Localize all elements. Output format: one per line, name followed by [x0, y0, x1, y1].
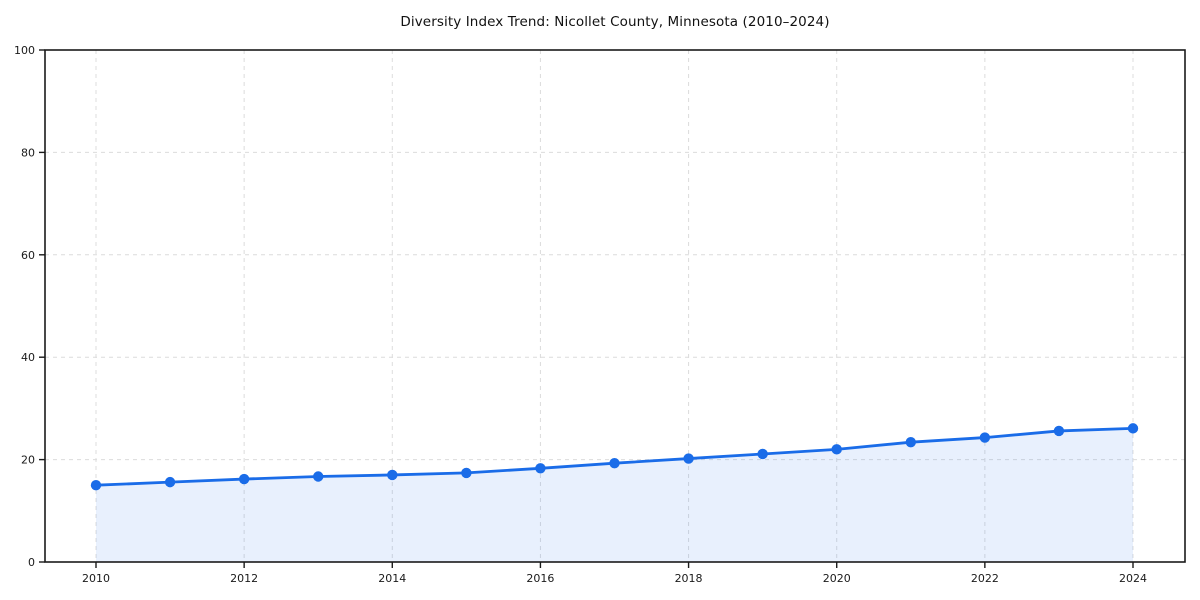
x-tick-label: 2014 — [378, 572, 406, 585]
data-point-marker — [757, 448, 768, 460]
data-point-marker — [164, 476, 176, 488]
data-point-marker — [461, 467, 472, 479]
y-tick-label: 60 — [21, 249, 35, 262]
plot-frame — [44, 49, 1186, 563]
x-tick-label: 2022 — [971, 572, 999, 585]
y-tick-label: 20 — [21, 454, 35, 467]
y-tick-label: 100 — [14, 44, 35, 57]
data-point-marker — [238, 473, 250, 485]
y-tick-label: 0 — [28, 556, 35, 569]
data-point-marker — [831, 444, 842, 455]
area-fill — [96, 428, 1133, 562]
data-point-marker — [535, 463, 546, 474]
x-tick-label: 2024 — [1119, 572, 1147, 585]
data-point-marker — [313, 471, 324, 482]
x-tick-label: 2012 — [230, 572, 258, 585]
data-point-marker — [90, 480, 102, 491]
data-point-marker — [905, 436, 916, 448]
chart-title: Diversity Index Trend: Nicollet County, … — [400, 14, 830, 30]
data-point-marker — [1053, 425, 1065, 437]
x-tick-label: 2020 — [823, 572, 851, 585]
data-point-marker — [979, 432, 991, 443]
data-point-marker — [609, 457, 620, 469]
x-tick-label: 2016 — [526, 572, 554, 585]
data-point-marker — [387, 469, 398, 481]
data-point-marker — [683, 453, 694, 464]
x-tick-label: 2018 — [675, 572, 703, 585]
x-tick-label: 2010 — [82, 572, 110, 585]
y-tick-label: 80 — [21, 146, 35, 159]
y-tick-label: 40 — [21, 351, 35, 364]
data-point-marker — [1127, 423, 1139, 434]
